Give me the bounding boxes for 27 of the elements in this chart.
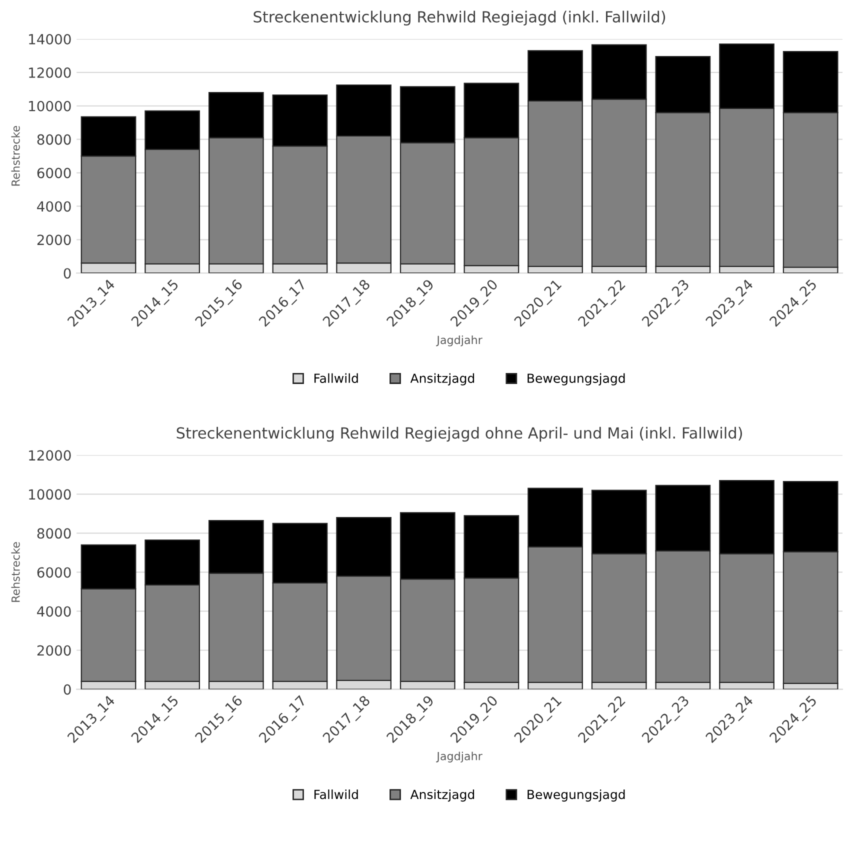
- x-axis-title: Jagdjahr: [436, 752, 482, 762]
- legend-label: Bewegungsjagd: [528, 789, 625, 802]
- legend-label: Fallwild: [314, 789, 358, 800]
- y-tick-label: 14000: [29, 34, 71, 44]
- legend-label: Ansitzjagd: [410, 789, 474, 802]
- y-tick-label: 0: [64, 268, 71, 279]
- y-tick-label: 8000: [37, 134, 71, 145]
- y-tick-label: 2000: [37, 234, 71, 246]
- chart-title: Streckenentwicklung Rehwild Regiejagd ohne April- und Mai (inkl. Fallwild): [176, 426, 742, 442]
- chart-title: Streckenentwicklung Rehwild Regiejagd (inkl. Fallwild): [254, 10, 666, 26]
- y-tick-label: 2000: [37, 645, 71, 656]
- x-axis-title: Jagdjahr: [436, 336, 482, 346]
- legend-label: Ansitzjagd: [410, 373, 474, 386]
- y-tick-label: 12000: [29, 67, 71, 78]
- y-tick-label: 10000: [29, 489, 71, 500]
- y-tick-label: 4000: [37, 606, 71, 617]
- y-tick-label: 6000: [37, 567, 71, 578]
- y-tick-label: 6000: [37, 168, 71, 178]
- y-tick-label: 0: [64, 684, 71, 695]
- y-tick-label: 10000: [29, 100, 71, 112]
- legend-label: Fallwild: [314, 373, 358, 383]
- y-tick-label: 8000: [37, 528, 71, 539]
- y-tick-label: 12000: [29, 450, 71, 461]
- y-axis-title: Rehstrecke: [11, 126, 20, 186]
- legend-label: Bewegungsjagd: [528, 373, 625, 386]
- y-axis-title: Rehstrecke: [11, 542, 20, 602]
- y-tick-label: 4000: [37, 201, 71, 212]
